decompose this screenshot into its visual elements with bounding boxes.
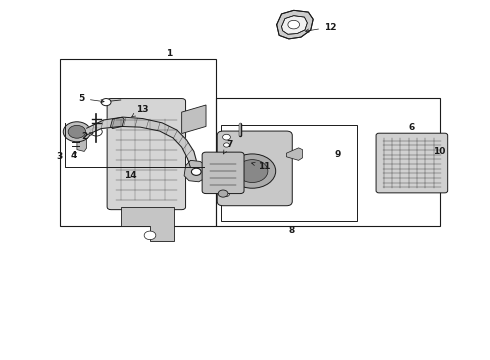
- Polygon shape: [184, 160, 206, 182]
- Text: 6: 6: [409, 123, 415, 132]
- Text: 11: 11: [251, 162, 271, 171]
- FancyBboxPatch shape: [217, 131, 292, 206]
- Circle shape: [288, 20, 299, 29]
- Text: 1: 1: [167, 49, 172, 58]
- Text: 9: 9: [334, 150, 341, 159]
- Circle shape: [192, 168, 201, 175]
- Circle shape: [223, 143, 229, 147]
- Text: 13: 13: [131, 105, 149, 117]
- Circle shape: [237, 159, 268, 183]
- Text: 12: 12: [305, 23, 337, 32]
- Text: 4: 4: [70, 151, 77, 160]
- Circle shape: [144, 231, 156, 240]
- Bar: [216, 98, 440, 226]
- Text: 5: 5: [79, 94, 104, 103]
- Text: 14: 14: [124, 171, 137, 180]
- Polygon shape: [121, 207, 174, 241]
- Text: 10: 10: [433, 147, 445, 156]
- Circle shape: [218, 190, 228, 197]
- Circle shape: [101, 99, 111, 106]
- Polygon shape: [87, 117, 196, 167]
- Polygon shape: [111, 117, 124, 129]
- Text: 2: 2: [81, 132, 93, 141]
- Bar: [220, 125, 357, 221]
- Bar: [60, 59, 216, 226]
- Text: 7: 7: [223, 140, 233, 154]
- Circle shape: [91, 127, 102, 136]
- Text: 8: 8: [288, 225, 294, 234]
- Text: 3: 3: [57, 152, 63, 161]
- Polygon shape: [77, 137, 87, 152]
- Polygon shape: [277, 10, 313, 39]
- FancyBboxPatch shape: [107, 99, 186, 210]
- FancyBboxPatch shape: [376, 133, 448, 193]
- Circle shape: [63, 122, 91, 142]
- FancyBboxPatch shape: [202, 152, 244, 194]
- Polygon shape: [287, 148, 302, 160]
- Circle shape: [222, 134, 230, 140]
- Circle shape: [223, 192, 229, 197]
- Polygon shape: [182, 105, 206, 134]
- Circle shape: [68, 125, 86, 138]
- Polygon shape: [282, 16, 307, 34]
- Circle shape: [229, 154, 276, 188]
